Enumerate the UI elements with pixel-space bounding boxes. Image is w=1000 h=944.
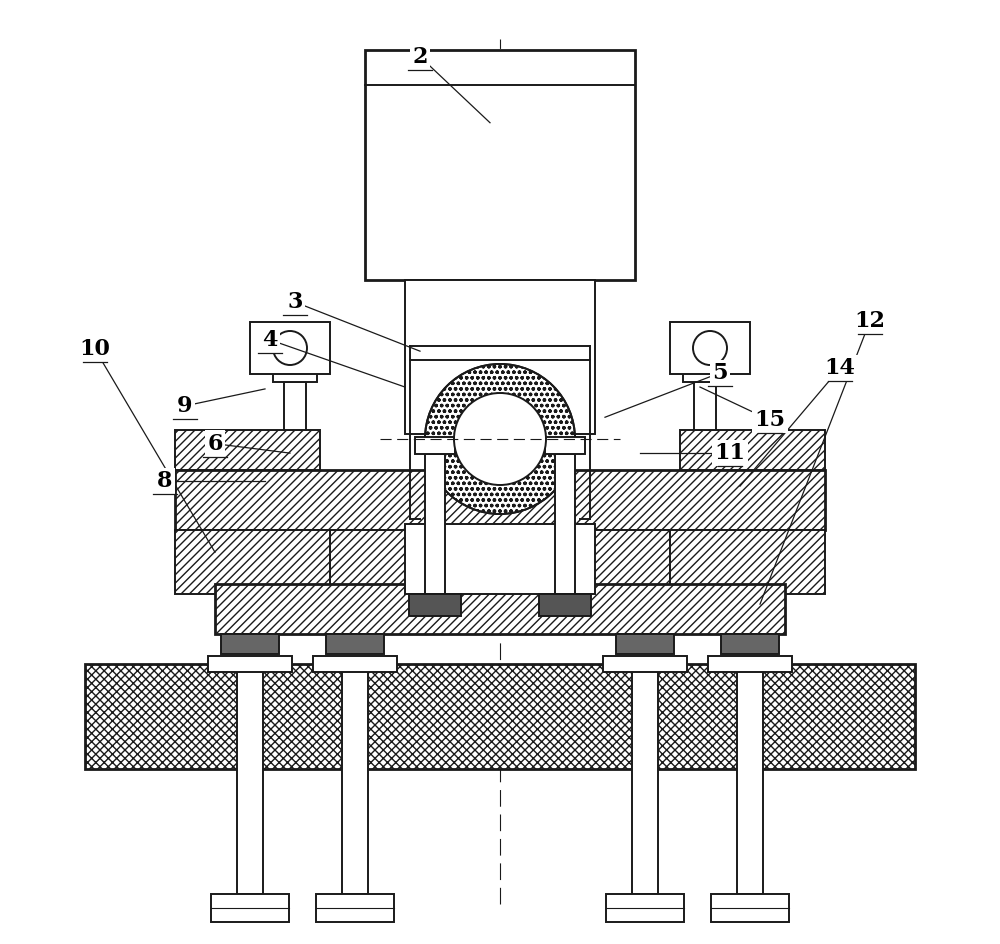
Bar [670, 530, 825, 594]
Bar [273, 368, 317, 382]
Bar [694, 382, 716, 430]
Circle shape [273, 331, 307, 365]
Bar [708, 656, 792, 672]
Bar [683, 368, 727, 382]
Circle shape [425, 364, 575, 514]
Bar [545, 437, 585, 454]
Bar [670, 530, 825, 594]
Text: 14: 14 [825, 357, 855, 379]
Bar [415, 437, 455, 454]
Bar [616, 634, 674, 654]
Bar [175, 470, 825, 530]
Bar [211, 894, 289, 922]
Bar [670, 322, 750, 374]
Bar [606, 894, 684, 922]
Bar [175, 530, 330, 594]
Bar [175, 530, 330, 594]
Bar [603, 656, 687, 672]
Bar [342, 664, 368, 894]
Bar [680, 430, 825, 470]
Bar [330, 530, 670, 594]
Text: 10: 10 [80, 338, 110, 361]
Bar [215, 584, 785, 634]
Bar [680, 430, 825, 470]
Bar [208, 656, 292, 672]
Text: 3: 3 [287, 291, 303, 313]
Bar [711, 894, 789, 922]
Text: 15: 15 [755, 409, 786, 431]
Bar [721, 634, 779, 654]
Text: 6: 6 [207, 432, 223, 455]
Bar [539, 594, 591, 616]
Bar [330, 530, 670, 594]
Bar [175, 470, 825, 530]
Bar [250, 322, 330, 374]
Bar [326, 634, 384, 654]
Bar [313, 656, 397, 672]
Bar [175, 430, 320, 470]
Bar [737, 664, 763, 894]
Bar [215, 584, 785, 634]
Text: 9: 9 [177, 395, 193, 417]
Circle shape [454, 393, 546, 485]
Bar [316, 894, 394, 922]
Text: 4: 4 [262, 329, 278, 351]
Text: 12: 12 [854, 310, 886, 332]
Bar [405, 280, 595, 434]
Text: 5: 5 [712, 362, 728, 384]
Bar [425, 454, 445, 594]
Text: 8: 8 [157, 470, 173, 493]
Bar [85, 664, 915, 769]
Bar [85, 664, 915, 769]
Bar [175, 430, 320, 470]
Bar [405, 524, 595, 594]
Text: 2: 2 [412, 45, 428, 68]
Circle shape [693, 331, 727, 365]
Bar [409, 594, 461, 616]
Bar [284, 382, 306, 430]
Bar [237, 664, 263, 894]
Bar [632, 664, 658, 894]
Bar [555, 454, 575, 594]
Text: 11: 11 [714, 442, 746, 464]
Bar [221, 634, 279, 654]
Bar [365, 50, 635, 280]
